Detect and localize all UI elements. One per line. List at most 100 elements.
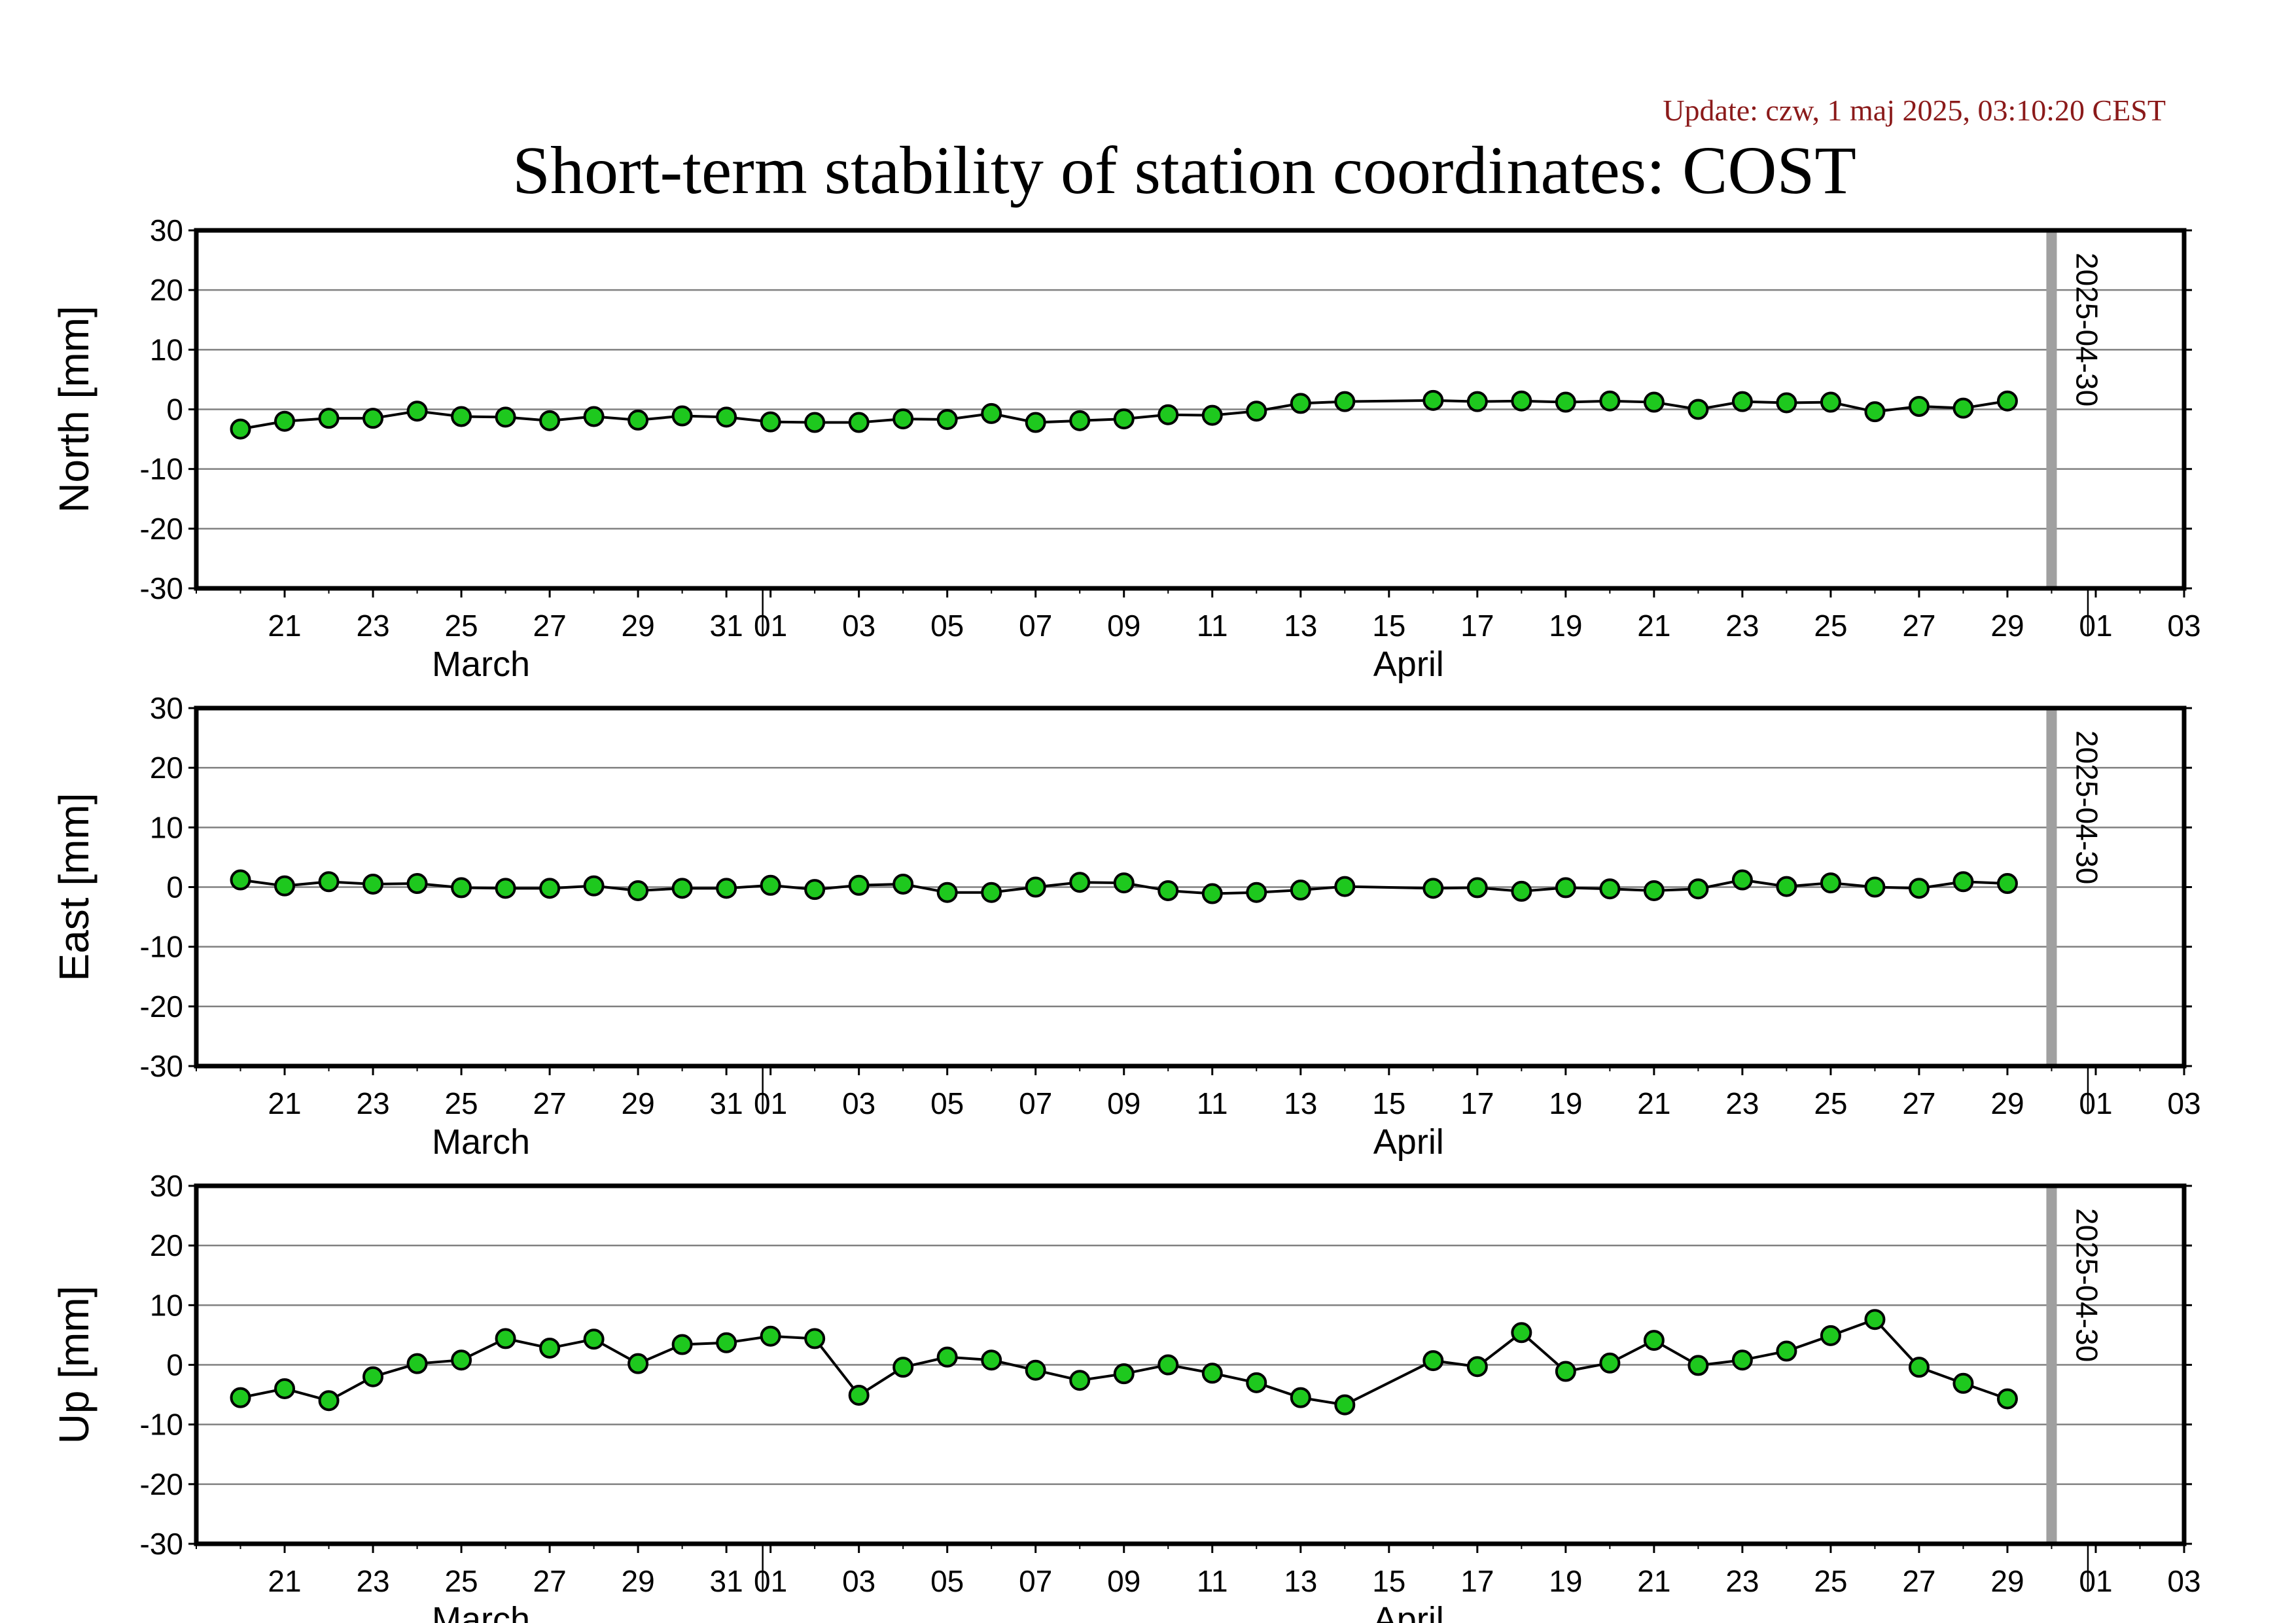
y-axis-label: North [mm] xyxy=(50,306,97,512)
data-point xyxy=(1599,390,1621,412)
data-point xyxy=(804,1328,826,1349)
data-point xyxy=(716,1332,737,1353)
y-axis-label: East [mm] xyxy=(50,793,97,981)
x-tick-label: 21 xyxy=(268,1564,301,1598)
data-point xyxy=(1201,1363,1223,1384)
reference-date-line xyxy=(2046,1186,2057,1544)
data-point xyxy=(274,410,296,432)
y-tick-label: 20 xyxy=(150,273,183,307)
data-point xyxy=(1952,1372,1974,1394)
data-point xyxy=(760,874,781,896)
data-point xyxy=(274,875,296,897)
data-point xyxy=(230,418,251,440)
data-point xyxy=(1113,872,1135,894)
x-tick-label: 19 xyxy=(1549,1564,1582,1598)
data-point xyxy=(1776,1340,1797,1362)
data-point xyxy=(539,1337,561,1359)
x-tick-label: 01 xyxy=(2079,609,2112,643)
y-tick-label: -10 xyxy=(140,1408,183,1442)
month-label: March xyxy=(432,645,530,684)
data-point xyxy=(406,873,428,895)
y-tick-label: 20 xyxy=(150,751,183,785)
x-tick-label: 29 xyxy=(622,1564,655,1598)
x-tick-label: 09 xyxy=(1107,1086,1140,1120)
x-tick-label: 13 xyxy=(1284,609,1317,643)
data-point xyxy=(1201,404,1223,426)
data-point xyxy=(1908,395,1930,417)
update-timestamp: Update: czw, 1 maj 2025, 03:10:20 CEST xyxy=(1663,94,2166,127)
data-point xyxy=(1731,869,1753,891)
data-point xyxy=(451,877,472,899)
x-tick-label: 13 xyxy=(1284,1564,1317,1598)
data-point xyxy=(362,873,384,895)
data-point xyxy=(1687,1355,1709,1376)
month-label: April xyxy=(1373,1122,1444,1162)
data-point xyxy=(892,408,914,430)
reference-date-line xyxy=(2046,230,2057,588)
x-tick-label: 25 xyxy=(1814,1086,1847,1120)
data-point xyxy=(1334,391,1356,412)
data-point xyxy=(671,1334,693,1355)
data-point xyxy=(1069,1370,1091,1391)
x-tick-label: 29 xyxy=(622,609,655,643)
x-tick-label: 25 xyxy=(444,1564,478,1598)
data-point xyxy=(451,1349,472,1371)
data-point xyxy=(1643,880,1665,901)
x-tick-label: 21 xyxy=(268,1086,301,1120)
y-tick-label: 20 xyxy=(150,1228,183,1262)
plot-frame xyxy=(194,1183,2187,1546)
y-tick-label: -30 xyxy=(140,1527,183,1561)
x-tick-label: 21 xyxy=(1637,609,1670,643)
data-point xyxy=(230,869,251,891)
data-point xyxy=(583,406,605,427)
x-tick-label: 23 xyxy=(356,1086,389,1120)
data-point xyxy=(981,1349,1002,1371)
y-tick-label: -30 xyxy=(140,1049,183,1083)
x-tick-label: 03 xyxy=(2167,609,2200,643)
data-point xyxy=(1776,876,1797,897)
data-point xyxy=(1422,878,1444,899)
x-tick-label: 13 xyxy=(1284,1086,1317,1120)
y-tick-label: 10 xyxy=(150,810,183,844)
data-point xyxy=(362,408,384,429)
data-point xyxy=(1025,412,1046,433)
chart-title: Short-term stability of station coordina… xyxy=(512,133,1856,208)
data-point xyxy=(1511,880,1532,902)
x-tick-label: 29 xyxy=(1990,609,2024,643)
x-tick-label: 23 xyxy=(1725,1086,1759,1120)
data-point xyxy=(1069,410,1091,431)
data-point xyxy=(318,1390,340,1412)
data-point xyxy=(1731,391,1753,412)
reference-date-label: 2025-04-30 xyxy=(2070,253,2104,406)
x-tick-label: 25 xyxy=(1814,1564,1847,1598)
y-tick-label: -10 xyxy=(140,452,183,486)
data-point xyxy=(716,878,737,899)
data-point xyxy=(848,1384,870,1406)
y-tick-label: -20 xyxy=(140,990,183,1024)
data-point xyxy=(981,402,1002,424)
data-point xyxy=(406,1353,428,1374)
data-point xyxy=(1820,1325,1841,1346)
data-point xyxy=(1466,877,1488,899)
data-point xyxy=(1246,882,1267,903)
data-point xyxy=(1511,1322,1532,1344)
x-tick-label: 25 xyxy=(1814,609,1847,643)
data-point xyxy=(583,1329,605,1350)
x-tick-label: 23 xyxy=(1725,609,1759,643)
data-point xyxy=(495,406,516,428)
month-label: March xyxy=(432,1600,530,1623)
data-point xyxy=(1466,1356,1488,1378)
plot-frame xyxy=(194,705,2187,1069)
data-point xyxy=(274,1378,296,1399)
x-tick-label: 17 xyxy=(1460,1564,1494,1598)
x-tick-label: 31 xyxy=(710,609,743,643)
data-point xyxy=(1864,1309,1886,1330)
x-tick-label: 11 xyxy=(1197,609,1228,643)
x-tick-label: 11 xyxy=(1197,1086,1228,1120)
y-tick-label: -20 xyxy=(140,1467,183,1501)
x-tick-label: 03 xyxy=(2167,1564,2200,1598)
x-tick-label: 05 xyxy=(930,1564,964,1598)
data-point xyxy=(539,410,561,431)
data-point xyxy=(627,880,649,901)
